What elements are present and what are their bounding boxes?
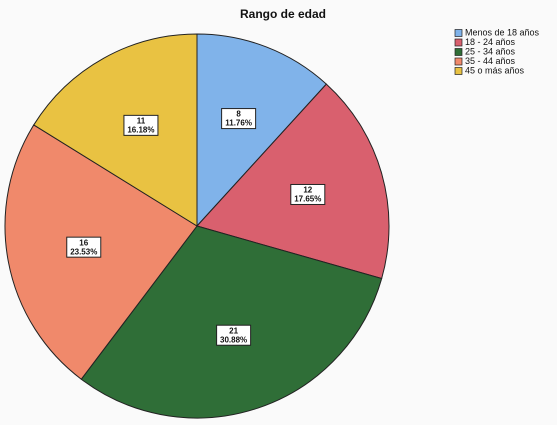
legend-swatch (454, 29, 463, 37)
count-label: 16 (79, 238, 88, 247)
legend-label: 18 - 24 años (465, 37, 516, 47)
legend-label: 35 - 44 años (465, 56, 516, 66)
label-box (221, 108, 257, 130)
pie-slice (196, 33, 328, 228)
pie-slice (80, 225, 383, 419)
legend-swatch (454, 57, 463, 66)
label-box (123, 114, 159, 136)
legend-swatch (454, 38, 463, 47)
pie-slice (33, 33, 198, 227)
percent-label: 30.88% (220, 335, 247, 344)
count-label: 21 (229, 326, 238, 335)
chart-title: Rango de edad (240, 7, 326, 21)
legend-label: 45 o más años (465, 65, 525, 75)
percent-label: 11.76% (225, 119, 252, 128)
percent-label: 17.65% (294, 195, 321, 204)
label-box (216, 324, 252, 346)
percent-label: 23.53% (70, 247, 97, 256)
count-label: 8 (236, 110, 241, 119)
count-label: 12 (303, 186, 312, 195)
pie-slice (196, 83, 390, 280)
label-box (290, 183, 326, 205)
percent-label: 16.18% (127, 125, 154, 134)
label-box (66, 236, 102, 258)
count-label: 11 (137, 116, 146, 125)
legend-label: Menos de 18 años (465, 27, 540, 37)
legend-swatch (454, 67, 463, 75)
legend-label: 25 - 34 años (465, 46, 516, 56)
legend-swatch (454, 48, 463, 56)
